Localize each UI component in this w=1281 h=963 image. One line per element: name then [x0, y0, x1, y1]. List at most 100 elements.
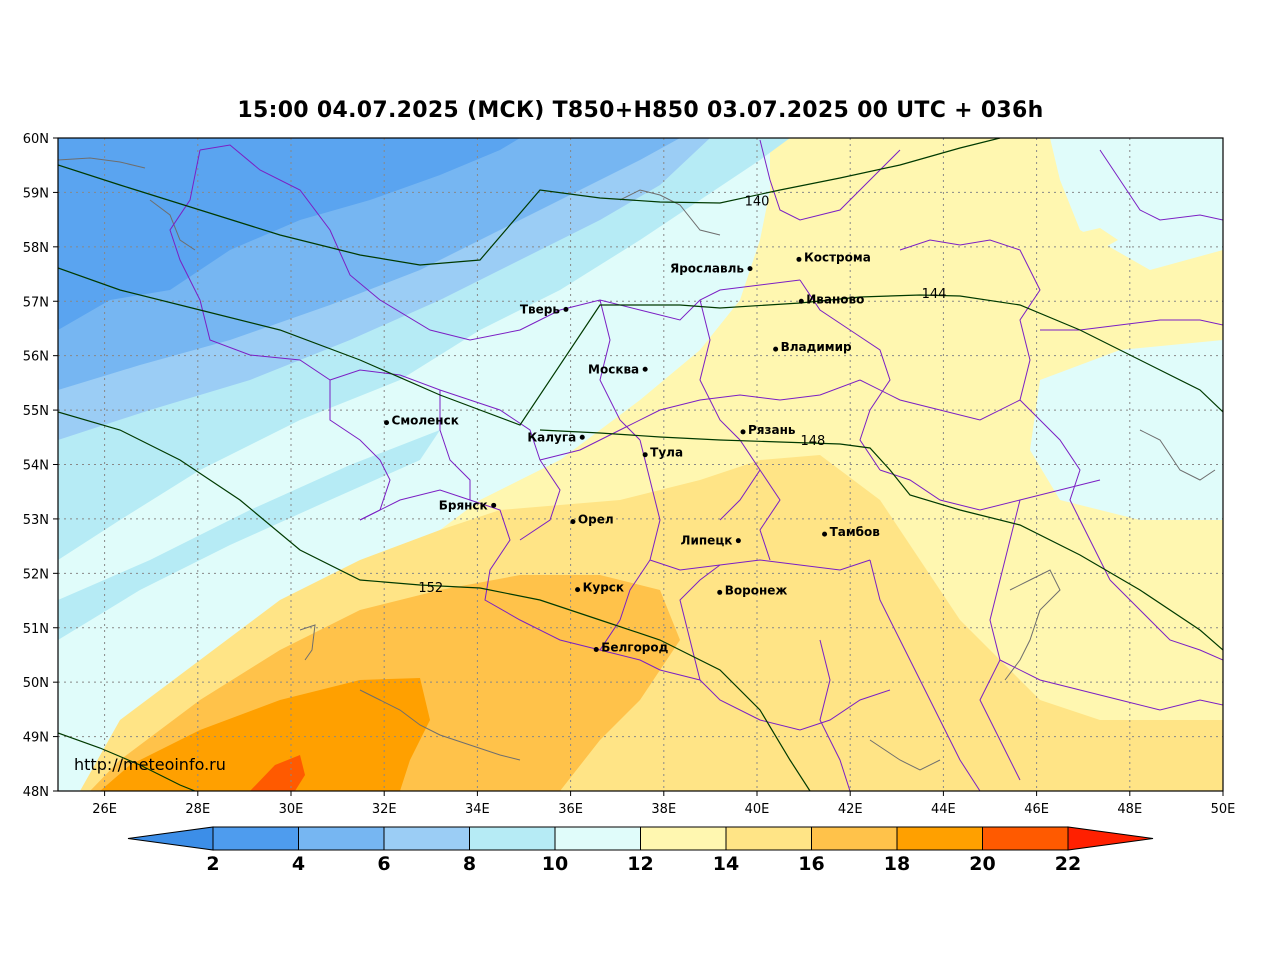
city-dot [822, 531, 828, 537]
city-dot [796, 256, 802, 262]
map-title: 15:00 04.07.2025 (МСК) T850+H850 03.07.2… [237, 98, 1044, 123]
y-tick-label: 53N [23, 513, 49, 528]
colorbar-segment [212, 826, 299, 851]
x-tick-label: 48E [1117, 802, 1142, 817]
contour-label: 144 [922, 287, 947, 302]
city-dot [735, 538, 741, 544]
city-label: Орел [578, 513, 614, 527]
colorbar-segment [383, 826, 470, 851]
map-grid [58, 138, 1223, 791]
contour-labels: 140 144 148 152 [418, 195, 947, 596]
city-dot [773, 346, 779, 352]
colorbar-arrow-left [127, 826, 214, 851]
y-tick-label: 55N [23, 404, 49, 419]
x-tick-label: 46E [1024, 802, 1049, 817]
colorbar-segment [469, 826, 556, 851]
x-tick-label: 42E [838, 802, 863, 817]
temp-zone-10-12 [58, 138, 790, 560]
colorbar-tick-label: 4 [292, 853, 305, 875]
city-dot [798, 298, 804, 304]
city-label: Владимир [781, 340, 852, 354]
watermark-url: http://meteoinfo.ru [74, 755, 226, 774]
colorbar-tick-label: 14 [713, 853, 739, 875]
x-tick-label: 26E [92, 802, 117, 817]
colorbar-segment [811, 826, 898, 851]
y-tick-label: 56N [23, 350, 49, 365]
rivers-and-coast [58, 157, 1216, 771]
colorbar-tick-label: 12 [627, 853, 653, 875]
city-label: Калуга [527, 430, 576, 444]
colorbar: 2 4 6 8 10 12 14 16 18 20 22 [127, 826, 1154, 875]
city-dot [570, 519, 576, 525]
y-tick-label: 49N [23, 731, 49, 746]
x-tick-label: 28E [185, 802, 210, 817]
colorbar-segment [554, 826, 641, 851]
contour-152 [58, 732, 196, 791]
temp-zone-4-6 [58, 138, 520, 330]
x-tick-label: 50E [1211, 802, 1236, 817]
x-tick-label: 32E [372, 802, 397, 817]
city-dot [491, 502, 497, 508]
city-label: Тула [650, 446, 683, 460]
y-axis-ticks: 60N 59N 58N 57N 56N 55N 54N 53N 52N 51N 50N 49N 48N [23, 132, 58, 800]
colorbar-tick-label: 18 [884, 853, 910, 875]
y-tick-label: 52N [23, 567, 49, 582]
city-dot [563, 306, 569, 312]
contour-144 [58, 267, 1223, 426]
city-label: Липецк [681, 534, 733, 548]
city-dot [717, 589, 723, 595]
colorbar-tick-label: 8 [463, 853, 476, 875]
contour-148 [58, 411, 811, 791]
temp-zone-low-band [58, 430, 440, 640]
contour-140 [58, 138, 1001, 266]
city-label: Тамбов [830, 525, 881, 539]
y-tick-label: 60N [23, 132, 49, 147]
city-dot [642, 366, 648, 372]
city-dot [747, 266, 753, 272]
x-axis-ticks: 26E 28E 30E 32E 34E 36E 38E 40E 42E 44E 46E 48E 50E [92, 791, 1235, 817]
city-label: Москва [588, 362, 639, 376]
y-tick-label: 59N [23, 186, 49, 201]
contour-label: 148 [801, 434, 826, 449]
y-tick-label: 54N [23, 459, 49, 474]
city-dot [642, 452, 648, 458]
city-label: Курск [583, 581, 624, 595]
colorbar-segment [982, 826, 1069, 851]
city-dot [575, 587, 581, 593]
y-tick-label: 57N [23, 295, 49, 310]
colorbar-segment [640, 826, 727, 851]
y-tick-label: 50N [23, 676, 49, 691]
colorbar-tick-label: 6 [377, 853, 390, 875]
x-tick-label: 38E [651, 802, 676, 817]
city-label: Кострома [804, 250, 871, 264]
city-label: Смоленск [392, 414, 459, 428]
temp-zone-18-20 [100, 678, 430, 791]
city-dot [579, 434, 585, 440]
colorbar-arrow-right [1067, 826, 1154, 851]
x-tick-label: 36E [558, 802, 583, 817]
colorbar-segment [725, 826, 812, 851]
x-tick-label: 34E [465, 802, 490, 817]
city-dot [593, 647, 599, 653]
x-tick-label: 30E [279, 802, 304, 817]
y-tick-label: 58N [23, 241, 49, 256]
city-label: Ярославль [670, 262, 744, 276]
colorbar-segment [896, 826, 983, 851]
colorbar-tick-label: 22 [1055, 853, 1081, 875]
x-tick-label: 40E [745, 802, 770, 817]
city-markers: Кострома Ярославль Иваново Тверь Владимир Мос… [384, 250, 881, 655]
city-label: Белгород [601, 641, 668, 655]
colorbar-segment [298, 826, 385, 851]
city-dot [384, 420, 390, 426]
height-contours [58, 138, 1223, 791]
city-label: Рязань [748, 423, 796, 437]
y-tick-label: 48N [23, 785, 49, 800]
city-label: Тверь [520, 302, 561, 316]
admin-borders [169, 139, 1223, 791]
city-dot [740, 429, 746, 435]
x-tick-label: 44E [931, 802, 956, 817]
contour-148b [539, 429, 1223, 651]
city-label: Воронеж [725, 583, 788, 597]
colorbar-tick-label: 16 [798, 853, 824, 875]
